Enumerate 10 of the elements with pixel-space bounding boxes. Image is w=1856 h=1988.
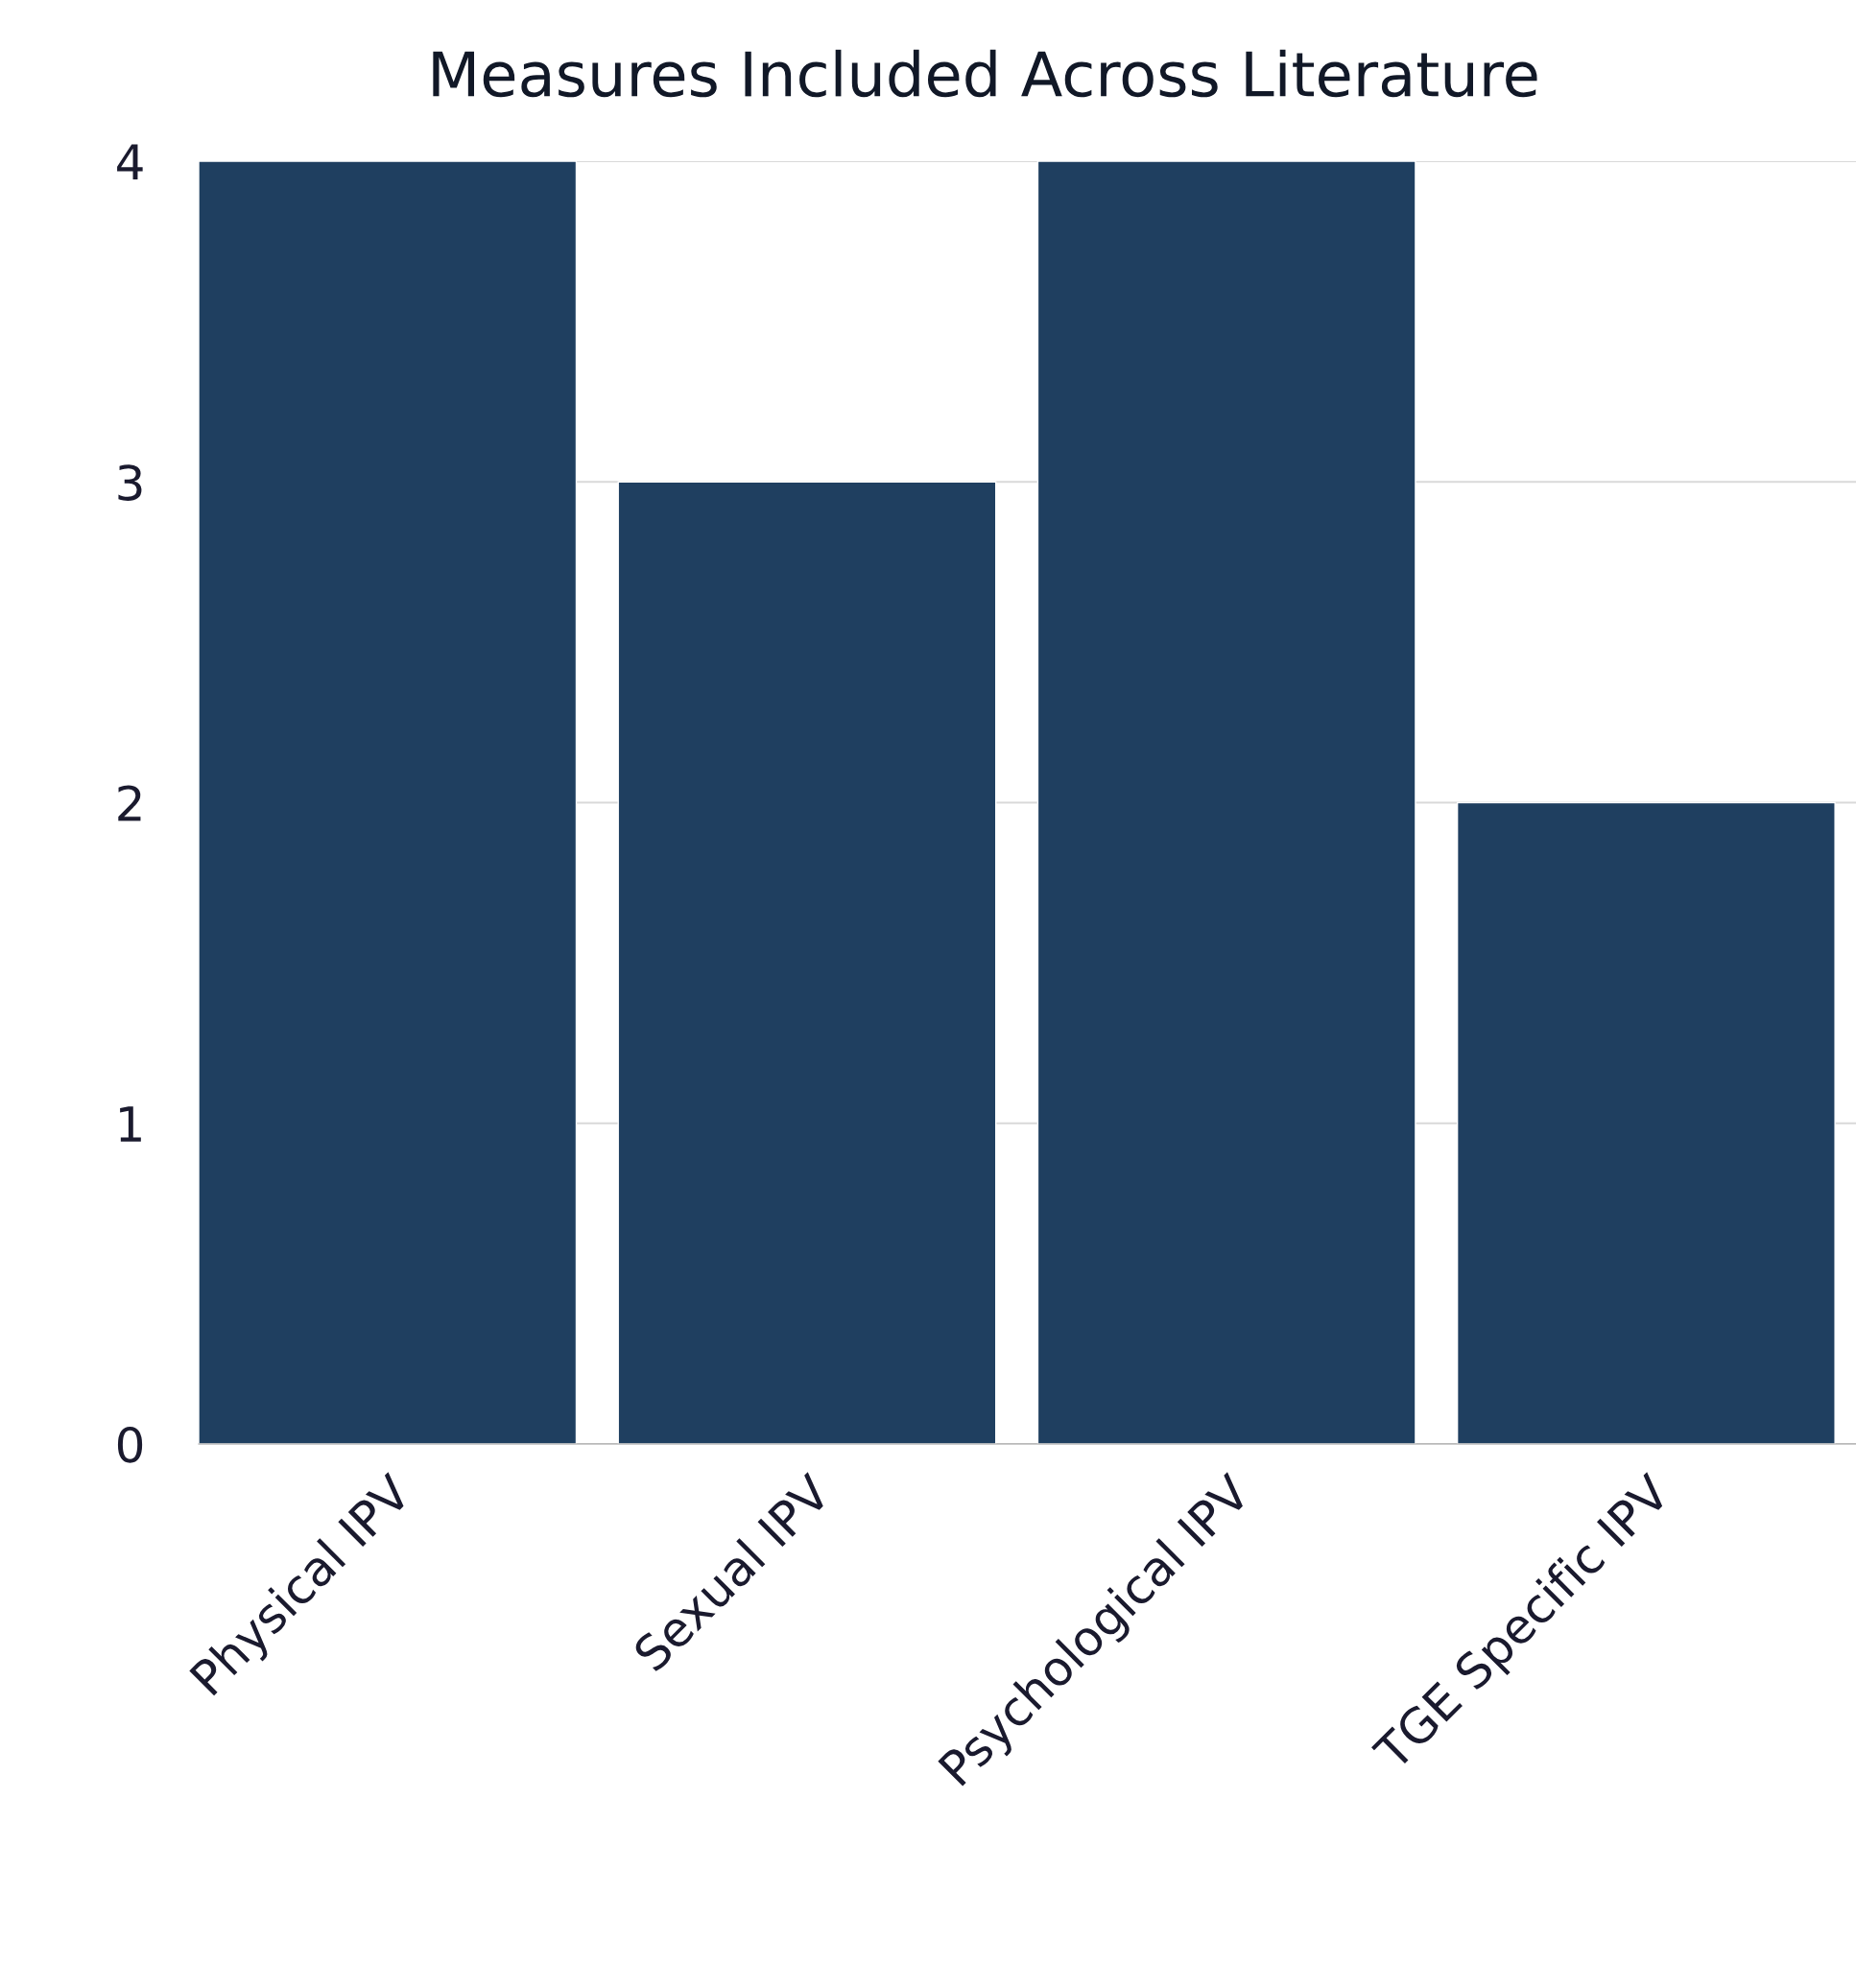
y-tick-label: 4 [117,144,143,179]
bar [1456,801,1836,1444]
y-tick-label: 1 [120,1106,141,1142]
bar [1036,161,1416,1444]
chart-title: Measures Included Across Literature [433,49,1537,98]
bar [617,481,997,1444]
bar [199,161,578,1444]
y-tick-label: 2 [118,785,141,821]
y-tick-label: 0 [117,1426,143,1463]
y-tick-label: 3 [118,464,142,501]
